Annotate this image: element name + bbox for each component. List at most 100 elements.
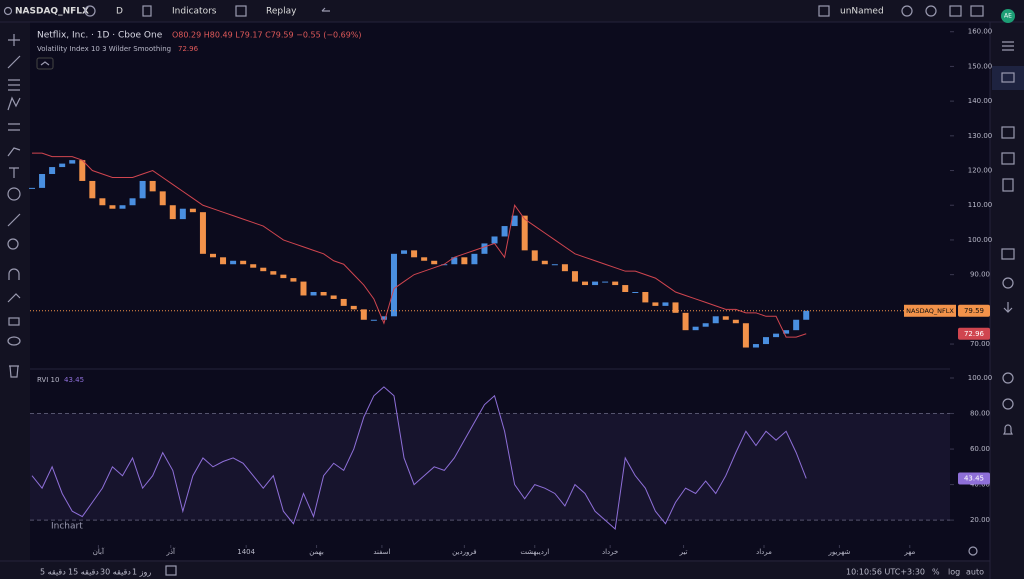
candle — [602, 281, 609, 283]
candle — [571, 271, 578, 282]
axis-settings-icon[interactable] — [968, 546, 978, 556]
candle — [793, 319, 800, 331]
menu-icon[interactable] — [1002, 41, 1014, 51]
y-tick-label: 140.00 — [968, 97, 993, 105]
candle — [119, 205, 126, 209]
add-icon[interactable] — [84, 5, 96, 17]
candle — [652, 302, 659, 306]
candle — [300, 281, 307, 296]
magnet-tool[interactable] — [8, 268, 20, 280]
watchlist-icon[interactable] — [1001, 72, 1015, 83]
candle — [511, 215, 518, 227]
download-icon[interactable] — [1003, 302, 1013, 313]
snapshot-icon[interactable] — [970, 5, 984, 17]
indicator-value: 72.96 — [178, 45, 199, 53]
avatar[interactable] — [1001, 9, 1015, 23]
lock-tool[interactable] — [8, 317, 20, 326]
layout-icon[interactable] — [818, 5, 830, 17]
y-tick-label: 100.00 — [968, 236, 993, 244]
auto-toggle[interactable]: auto — [966, 568, 984, 577]
alerts-icon[interactable] — [1003, 424, 1013, 435]
y-tick-label: 60.00 — [970, 445, 990, 453]
interval[interactable]: D — [116, 7, 123, 17]
text-tool[interactable] — [9, 167, 19, 178]
layout-name[interactable]: unNamed — [840, 7, 884, 17]
y-tick-label: 20.00 — [970, 516, 990, 524]
emoji-tool[interactable] — [7, 187, 21, 201]
indicators-button[interactable]: Indicators — [172, 7, 217, 17]
candle — [742, 323, 749, 348]
help-icon[interactable] — [1002, 398, 1014, 410]
trendline-tool[interactable] — [7, 55, 21, 69]
forecast-tool[interactable] — [8, 123, 20, 131]
goto-date-icon[interactable] — [165, 565, 177, 576]
ohlc-legend: O80.29 H80.49 L79.17 C79.59 −0.55 (−0.69… — [172, 31, 362, 40]
crosshair-tool[interactable] — [8, 34, 20, 46]
collapse-button[interactable] — [36, 57, 54, 70]
candle — [431, 260, 438, 265]
candle — [260, 267, 267, 272]
clock: 10:10:56 UTC+3:30 — [846, 568, 925, 577]
candle — [149, 180, 156, 192]
range-button[interactable]: 5 دقیقه — [40, 568, 66, 577]
candle — [561, 264, 568, 272]
calendar-icon[interactable] — [1001, 126, 1015, 139]
brush-tool[interactable] — [7, 147, 21, 157]
candle — [159, 191, 166, 206]
fullscreen-icon[interactable] — [949, 5, 962, 17]
candle — [672, 302, 679, 313]
candle — [179, 208, 186, 220]
wallet-icon[interactable] — [1001, 248, 1015, 260]
account-icon[interactable] — [1002, 277, 1014, 289]
price-badge — [958, 327, 990, 340]
hide-tool[interactable] — [7, 336, 21, 346]
candle — [240, 260, 247, 265]
percent-toggle[interactable]: % — [932, 568, 940, 577]
range-button[interactable]: 1 روز — [132, 568, 151, 577]
notes-icon[interactable] — [1002, 178, 1014, 192]
sidebar — [992, 41, 1024, 435]
x-tick-label: تیر — [679, 548, 688, 556]
lock-draw-tool[interactable] — [7, 293, 21, 303]
candle — [541, 260, 548, 265]
news-icon[interactable] — [1001, 152, 1015, 165]
indicator-title: Volatility Index 10 3 Wilder Smoothing — [37, 45, 171, 53]
log-toggle[interactable]: log — [948, 568, 960, 577]
undo-icon[interactable] — [321, 7, 330, 12]
candle — [169, 205, 176, 220]
candle — [491, 236, 498, 244]
candle — [220, 257, 227, 265]
candle — [39, 174, 46, 188]
settings-icon[interactable] — [1002, 372, 1014, 384]
chart-area — [30, 22, 990, 560]
candle — [79, 160, 86, 181]
candle — [521, 215, 528, 251]
settings-icon[interactable] — [925, 5, 937, 17]
candle — [773, 333, 780, 338]
range-button[interactable]: 30 دقیقه — [100, 568, 131, 577]
y-tick-label: 120.00 — [968, 167, 993, 175]
chart-type-icon[interactable] — [142, 5, 152, 17]
zoom-tool[interactable] — [7, 238, 19, 250]
candle — [330, 295, 337, 299]
x-tick-label: مرداد — [756, 548, 772, 556]
y-tick-label: 80.00 — [970, 410, 990, 418]
trash-tool[interactable] — [9, 365, 19, 378]
symbol[interactable]: NASDAQ_NFLX — [15, 7, 89, 17]
candle — [99, 198, 106, 206]
ruler-tool[interactable] — [7, 213, 21, 227]
candle — [189, 208, 196, 213]
pattern-tool[interactable] — [7, 96, 21, 111]
candle — [642, 291, 649, 303]
templates-icon[interactable] — [235, 5, 247, 17]
candle — [531, 250, 538, 261]
candle — [451, 257, 458, 265]
range-button[interactable]: 15 دقیقه — [68, 568, 99, 577]
quick-search-icon[interactable] — [901, 5, 913, 17]
replay-button[interactable]: Replay — [266, 7, 297, 17]
fib-tool[interactable] — [8, 79, 20, 91]
y-tick-label: 70.00 — [970, 340, 990, 348]
candle — [350, 305, 357, 310]
search-icon[interactable] — [3, 6, 13, 16]
symbol-badge-label: NASDAQ_NFLX — [906, 307, 954, 315]
